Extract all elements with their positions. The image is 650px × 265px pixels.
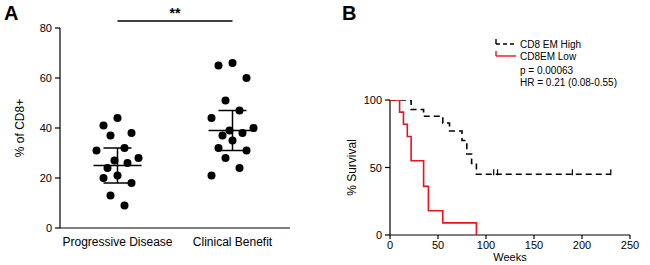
data-point [222, 154, 230, 162]
legend-swatch [495, 51, 496, 56]
annotation: p = 0.00063 [520, 65, 574, 76]
plot-area [390, 100, 611, 235]
legend-swatch [496, 55, 516, 56]
y-tick-label: 0 [46, 222, 52, 234]
data-point [215, 62, 223, 70]
data-point [208, 172, 216, 180]
data-point [93, 147, 101, 155]
error-bar [104, 148, 132, 183]
y-tick-label: 0 [376, 229, 382, 241]
y-tick [385, 167, 390, 168]
x-tick-label: 150 [525, 239, 543, 251]
error-stem [232, 111, 234, 151]
y-tick-label: 20 [40, 172, 52, 184]
y-tick [55, 127, 60, 128]
y-tick-label: 40 [40, 122, 52, 134]
panel-label: B [342, 2, 356, 24]
y-tick [55, 177, 60, 178]
y-tick [55, 77, 60, 78]
legend-label: CD8 EM High [520, 39, 581, 50]
data-point [208, 114, 216, 122]
x-axis [60, 227, 290, 228]
data-point [236, 164, 244, 172]
x-tick-label: 100 [477, 239, 495, 251]
data-point [135, 154, 143, 162]
data-point [243, 74, 251, 82]
panel-label: A [4, 2, 18, 24]
data-point [100, 174, 108, 182]
figure: A % of CD8+ 0 20 40 60 80 Progressive Disease Cl… [0, 0, 650, 265]
y-tick [55, 27, 60, 28]
error-bar [219, 111, 247, 151]
y-tick-label: 50 [370, 162, 382, 174]
error-cap [219, 110, 247, 112]
plot-area [93, 59, 258, 210]
y-axis-label: % of CD8+ [13, 99, 27, 157]
annotation: ** [170, 5, 181, 21]
y-axis-label: % Survival [345, 139, 359, 196]
data-point [229, 59, 237, 67]
error-cap [104, 147, 132, 149]
data-point [107, 132, 115, 140]
data-point [100, 122, 108, 130]
error-stem [117, 148, 119, 183]
x-axis-label: Weeks [493, 251, 527, 263]
data-point [107, 192, 115, 200]
y-tick-label: 60 [40, 72, 52, 84]
legend-label: CD8EM Low [520, 51, 577, 62]
y-tick-label: 100 [364, 94, 382, 106]
annotation: HR = 0.21 (0.08-0.55) [520, 77, 617, 88]
error-cap [104, 182, 132, 184]
data-point [219, 132, 227, 140]
censor-mark [572, 169, 573, 175]
data-point [114, 114, 122, 122]
legend-swatch [496, 43, 516, 44]
data-point [128, 129, 136, 137]
y-tick [55, 227, 60, 228]
error-cap [219, 150, 247, 152]
survival-line [390, 100, 476, 235]
x-tick-label: 50 [432, 239, 444, 251]
data-point [121, 202, 129, 210]
y-tick [385, 99, 390, 100]
x-tick-label: 250 [621, 239, 639, 251]
y-tick [385, 234, 390, 235]
x-axis [390, 234, 630, 235]
x-tick-label: 0 [387, 239, 393, 251]
x-tick-label: Progressive Disease [62, 235, 172, 249]
x-tick-label: Clinical Benefit [193, 235, 273, 249]
data-point [222, 97, 230, 105]
censor-mark [610, 169, 611, 175]
x-tick-label: 200 [573, 239, 591, 251]
y-tick-label: 80 [40, 22, 52, 34]
censor-mark [493, 169, 494, 175]
legend-swatch [495, 39, 496, 44]
censor-mark [497, 169, 498, 175]
